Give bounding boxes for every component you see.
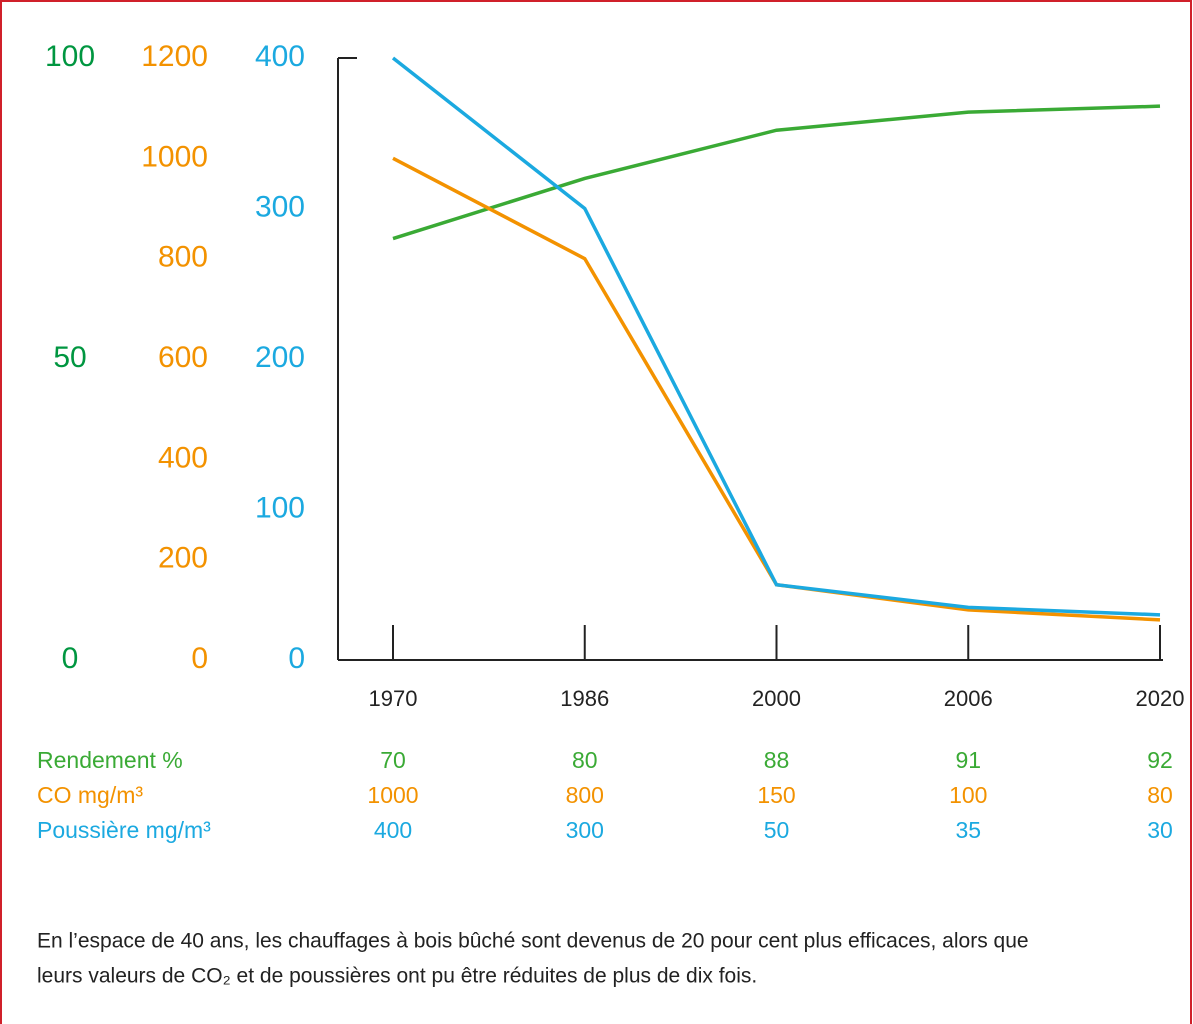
y-tick-label: 200 xyxy=(158,542,208,575)
value-label: 30 xyxy=(1147,817,1173,843)
y-tick-label: 100 xyxy=(255,491,305,524)
y-tick-label: 800 xyxy=(158,241,208,274)
value-label: 35 xyxy=(955,817,981,843)
value-label: 50 xyxy=(764,817,790,843)
value-label: 80 xyxy=(572,747,598,773)
value-label: 100 xyxy=(949,782,987,808)
y-tick-label: 400 xyxy=(158,441,208,474)
y-tick-label: 50 xyxy=(53,341,86,374)
y-tick-label: 0 xyxy=(288,642,305,675)
y-tick-label: 1000 xyxy=(141,140,208,173)
y-tick-label: 200 xyxy=(255,341,305,374)
y-tick-label: 1200 xyxy=(141,40,208,73)
y-tick-label: 600 xyxy=(158,341,208,374)
value-label: 300 xyxy=(566,817,604,843)
series-line xyxy=(393,158,1160,620)
value-label: 70 xyxy=(380,747,406,773)
y-tick-label: 0 xyxy=(191,642,208,675)
legend-label: Poussière mg/m³ xyxy=(37,817,211,843)
x-tick-label: 2006 xyxy=(944,686,993,711)
series-line xyxy=(393,58,1160,615)
chart: En l’espace de 40 ans, les chauffages à … xyxy=(0,0,1193,1024)
caption-line: En l’espace de 40 ans, les chauffages à … xyxy=(37,930,1029,953)
x-tick-label: 2000 xyxy=(752,686,801,711)
x-tick-label: 1986 xyxy=(560,686,609,711)
y-tick-label: 0 xyxy=(62,642,79,675)
value-label: 88 xyxy=(764,747,790,773)
value-label: 400 xyxy=(374,817,412,843)
value-label: 150 xyxy=(757,782,795,808)
caption-line: leurs valeurs de CO₂ et de poussières on… xyxy=(37,965,757,988)
x-tick-label: 2020 xyxy=(1136,686,1185,711)
value-label: 800 xyxy=(566,782,604,808)
y-tick-label: 400 xyxy=(255,40,305,73)
value-label: 92 xyxy=(1147,747,1173,773)
value-label: 80 xyxy=(1147,782,1173,808)
y-tick-label: 300 xyxy=(255,190,305,223)
value-label: 1000 xyxy=(367,782,418,808)
x-tick-label: 1970 xyxy=(369,686,418,711)
legend-label: CO mg/m³ xyxy=(37,782,143,808)
legend-label: Rendement % xyxy=(37,747,183,773)
y-tick-label: 100 xyxy=(45,40,95,73)
value-label: 91 xyxy=(955,747,981,773)
